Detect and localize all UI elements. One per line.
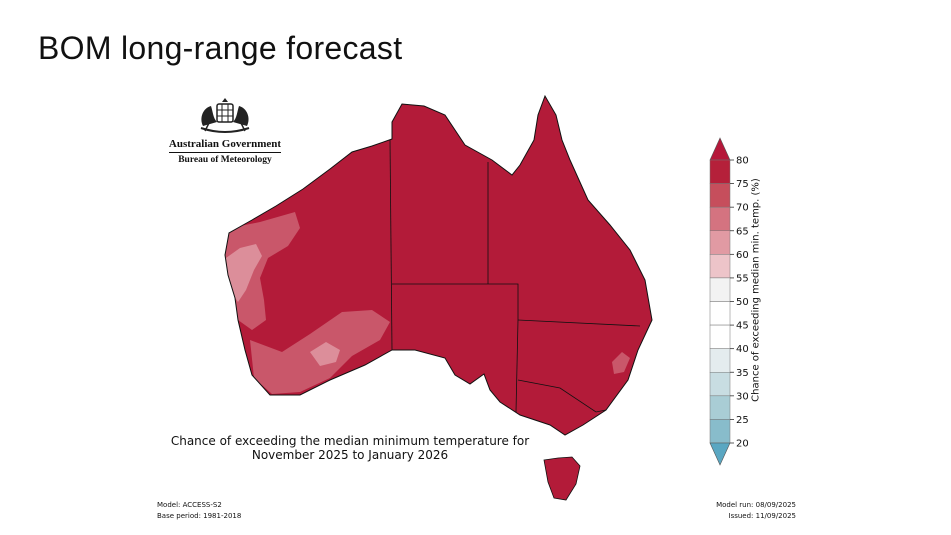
colorbar-title-text: Chance of exceeding median min. temp. (%…: [750, 178, 762, 402]
bom-logo: Australian Government Bureau of Meteorol…: [160, 96, 290, 176]
caption-line-2: November 2025 to January 2026: [251, 448, 449, 462]
colorbar-tick-label: 65: [736, 226, 749, 237]
colorbar-bottom-arrow: [709, 442, 731, 466]
caption-line-1: Chance of exceeding the median minimum t…: [170, 434, 530, 448]
colorbar-band: [709, 230, 731, 255]
colorbar-band: [709, 395, 731, 420]
base-period-label: Base period: 1981-2018: [157, 512, 242, 520]
colorbar-tick-label: 25: [736, 415, 749, 426]
colorbar-tick-label: 50: [736, 297, 749, 308]
wa-coast-light-region: [226, 244, 262, 302]
colorbar-band: [709, 254, 731, 279]
colorbar-band: [709, 419, 731, 444]
wa-south-light-region: [310, 342, 340, 366]
logo-government-text: Australian Government: [168, 138, 282, 150]
colorbar: 80 75 70 65 60 55 50 45 40 35 30 25 20: [709, 137, 749, 466]
logo-divider: [169, 152, 281, 153]
colorbar-tick-label: 45: [736, 321, 749, 332]
map-caption: Chance of exceeding the median minimum t…: [150, 434, 550, 462]
colorbar-tick-label: 80: [736, 156, 749, 167]
issued-label: Issued: 11/09/2025: [728, 512, 796, 520]
footer-right: Model run: 08/09/2025 Issued: 11/09/2025: [716, 500, 796, 522]
colorbar-band: [709, 348, 731, 373]
slide-title: BOM long-range forecast: [38, 30, 403, 66]
colorbar-tick-label: 35: [736, 368, 749, 379]
coat-of-arms-icon: [200, 98, 250, 133]
colorbar-tick-label: 30: [736, 391, 749, 402]
colorbar-tick-label: 20: [736, 439, 749, 450]
model-run-label: Model run: 08/09/2025: [716, 501, 796, 509]
colorbar-tick-label: 40: [736, 344, 749, 355]
colorbar-tick-label: 75: [736, 179, 749, 190]
colorbar-tick-label: 60: [736, 250, 749, 261]
nsw-coast-mid-region: [612, 352, 630, 374]
colorbar-band: [709, 277, 731, 302]
tasmania: [543, 456, 581, 501]
footer-left: Model: ACCESS-S2 Base period: 1981-2018: [157, 500, 241, 522]
colorbar-band: [709, 206, 731, 232]
colorbar-top-arrow: [709, 137, 731, 161]
logo-bureau-text: Bureau of Meteorology: [178, 155, 272, 165]
colorbar-tick-label: 70: [736, 203, 749, 214]
model-label: Model: ACCESS-S2: [157, 501, 222, 509]
colorbar-band: [709, 159, 731, 184]
state-borders: [389, 139, 641, 413]
colorbar-tick-label: 55: [736, 273, 749, 284]
colorbar-band: [709, 301, 731, 326]
colorbar-band: [709, 372, 731, 397]
wa-coast-mid-region: [225, 212, 300, 330]
colorbar-band: [709, 183, 731, 208]
colorbar-band: [709, 324, 731, 349]
